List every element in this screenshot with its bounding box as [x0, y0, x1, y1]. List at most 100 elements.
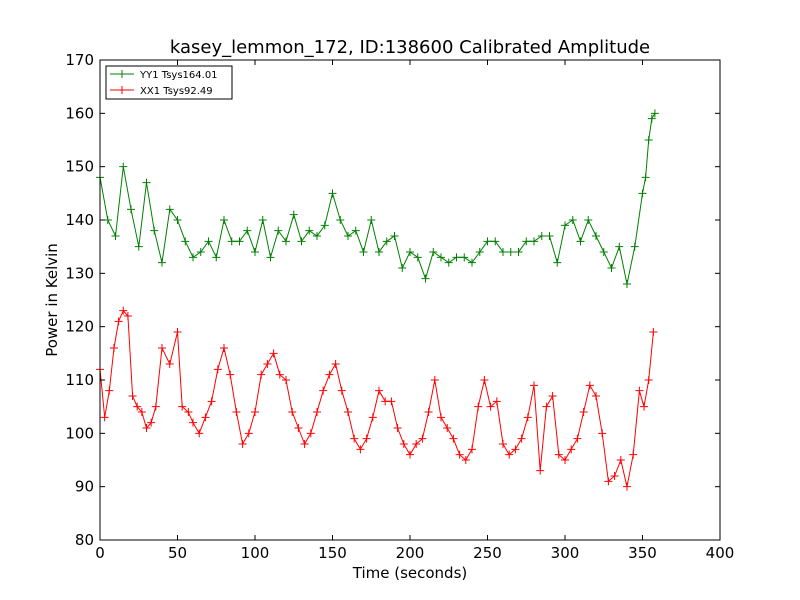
data-point-marker [506, 248, 515, 256]
y-tick-label: 80 [75, 531, 94, 549]
data-point-marker [320, 221, 329, 230]
data-point-marker [100, 413, 109, 422]
data-point-marker [449, 434, 458, 443]
data-point-marker [514, 248, 523, 256]
data-point-marker [300, 440, 309, 448]
data-point-marker [592, 232, 600, 240]
data-point-marker [421, 274, 430, 283]
data-point-marker [461, 456, 470, 464]
data-point-marker [105, 386, 114, 395]
data-point-marker [269, 349, 278, 358]
data-point-marker [232, 408, 241, 416]
data-point-marker [350, 434, 359, 443]
data-point-marker [406, 450, 414, 459]
data-point-marker [443, 424, 452, 432]
data-point-marker [184, 408, 193, 416]
data-point-marker [313, 408, 321, 416]
data-point-marker [592, 392, 600, 400]
data-point-marker [220, 344, 228, 352]
data-point-marker [492, 397, 501, 406]
data-point-marker [579, 408, 588, 416]
data-point-marker [517, 434, 526, 443]
y-tick-label: 140 [65, 211, 94, 229]
data-point-marker [406, 248, 414, 256]
x-axis-label: Time (seconds) [352, 564, 468, 582]
data-point-marker [491, 237, 500, 246]
data-point-marker [207, 397, 216, 406]
chart-title: kasey_lemmon_172, ID:138600 Calibrated A… [170, 37, 650, 58]
data-point-marker [258, 216, 267, 224]
data-point-marker [289, 210, 298, 219]
data-point-marker [319, 386, 328, 395]
data-point-marker [238, 440, 247, 448]
legend-swatch-marker [118, 86, 126, 94]
data-point-marker [649, 328, 658, 336]
data-point-marker [150, 226, 159, 235]
data-point-marker [362, 434, 371, 443]
data-point-marker [109, 344, 118, 352]
data-point-marker [599, 248, 608, 256]
data-point-marker [522, 237, 531, 246]
data-point-marker [158, 344, 166, 352]
data-point-marker [505, 450, 514, 459]
series-line [99, 309, 654, 487]
y-tick-label: 100 [65, 424, 94, 442]
data-point-marker [576, 237, 585, 246]
data-point-marker [282, 376, 290, 384]
tick-layer: 0 50 100 150 200 250 300 350 400 80 90 100 110 120 130… [65, 51, 734, 562]
data-point-marker [288, 408, 297, 416]
data-point-marker [336, 216, 345, 224]
data-point-marker [111, 232, 120, 240]
data-point-marker [573, 434, 582, 443]
legend-swatch-marker [118, 70, 126, 78]
data-point-marker [647, 114, 656, 123]
data-point-marker [359, 248, 368, 256]
data-point-marker [640, 402, 649, 411]
legend-box [105, 65, 233, 100]
data-point-marker [598, 429, 607, 438]
data-point-marker [325, 370, 334, 379]
data-point-marker [189, 253, 197, 262]
data-point-marker [530, 381, 538, 390]
data-point-marker [344, 408, 352, 416]
data-point-marker [483, 237, 492, 246]
legend-label: XX1 Tsys92.49 [140, 86, 213, 97]
data-point-marker [629, 450, 638, 459]
data-point-marker [545, 232, 554, 240]
data-point-marker [390, 232, 399, 240]
data-point-marker [399, 440, 408, 448]
data-point-marker [424, 408, 433, 416]
data-point-marker [475, 248, 484, 256]
data-point-marker [610, 472, 619, 480]
data-point-marker [644, 136, 653, 144]
data-point-marker [257, 370, 266, 379]
data-point-marker [119, 162, 128, 171]
data-point-marker [266, 253, 275, 262]
y-axis-label: Power in Kelvin [43, 243, 61, 357]
data-point-marker [567, 445, 576, 454]
data-point-marker [274, 226, 283, 235]
data-point-marker [561, 221, 569, 230]
data-point-marker [537, 232, 546, 240]
data-point-marker [127, 205, 135, 214]
data-point-marker [356, 445, 365, 454]
data-point-marker [455, 450, 464, 459]
data-point-marker [375, 386, 383, 395]
data-point-marker [263, 360, 272, 368]
data-point-marker [615, 242, 624, 251]
data-point-marker [554, 450, 563, 459]
data-point-marker [437, 413, 445, 422]
data-point-marker [387, 397, 396, 406]
data-point-marker [418, 434, 427, 443]
data-point-marker [568, 216, 577, 224]
data-point-marker [201, 413, 210, 422]
data-point-marker [367, 216, 376, 224]
data-point-marker [584, 216, 593, 224]
y-tick-label: 120 [65, 318, 94, 336]
data-point-marker [142, 424, 151, 432]
data-point-marker [213, 365, 222, 374]
data-point-marker [623, 482, 631, 491]
data-point-marker [430, 376, 439, 384]
x-tick-label: 400 [706, 544, 735, 562]
